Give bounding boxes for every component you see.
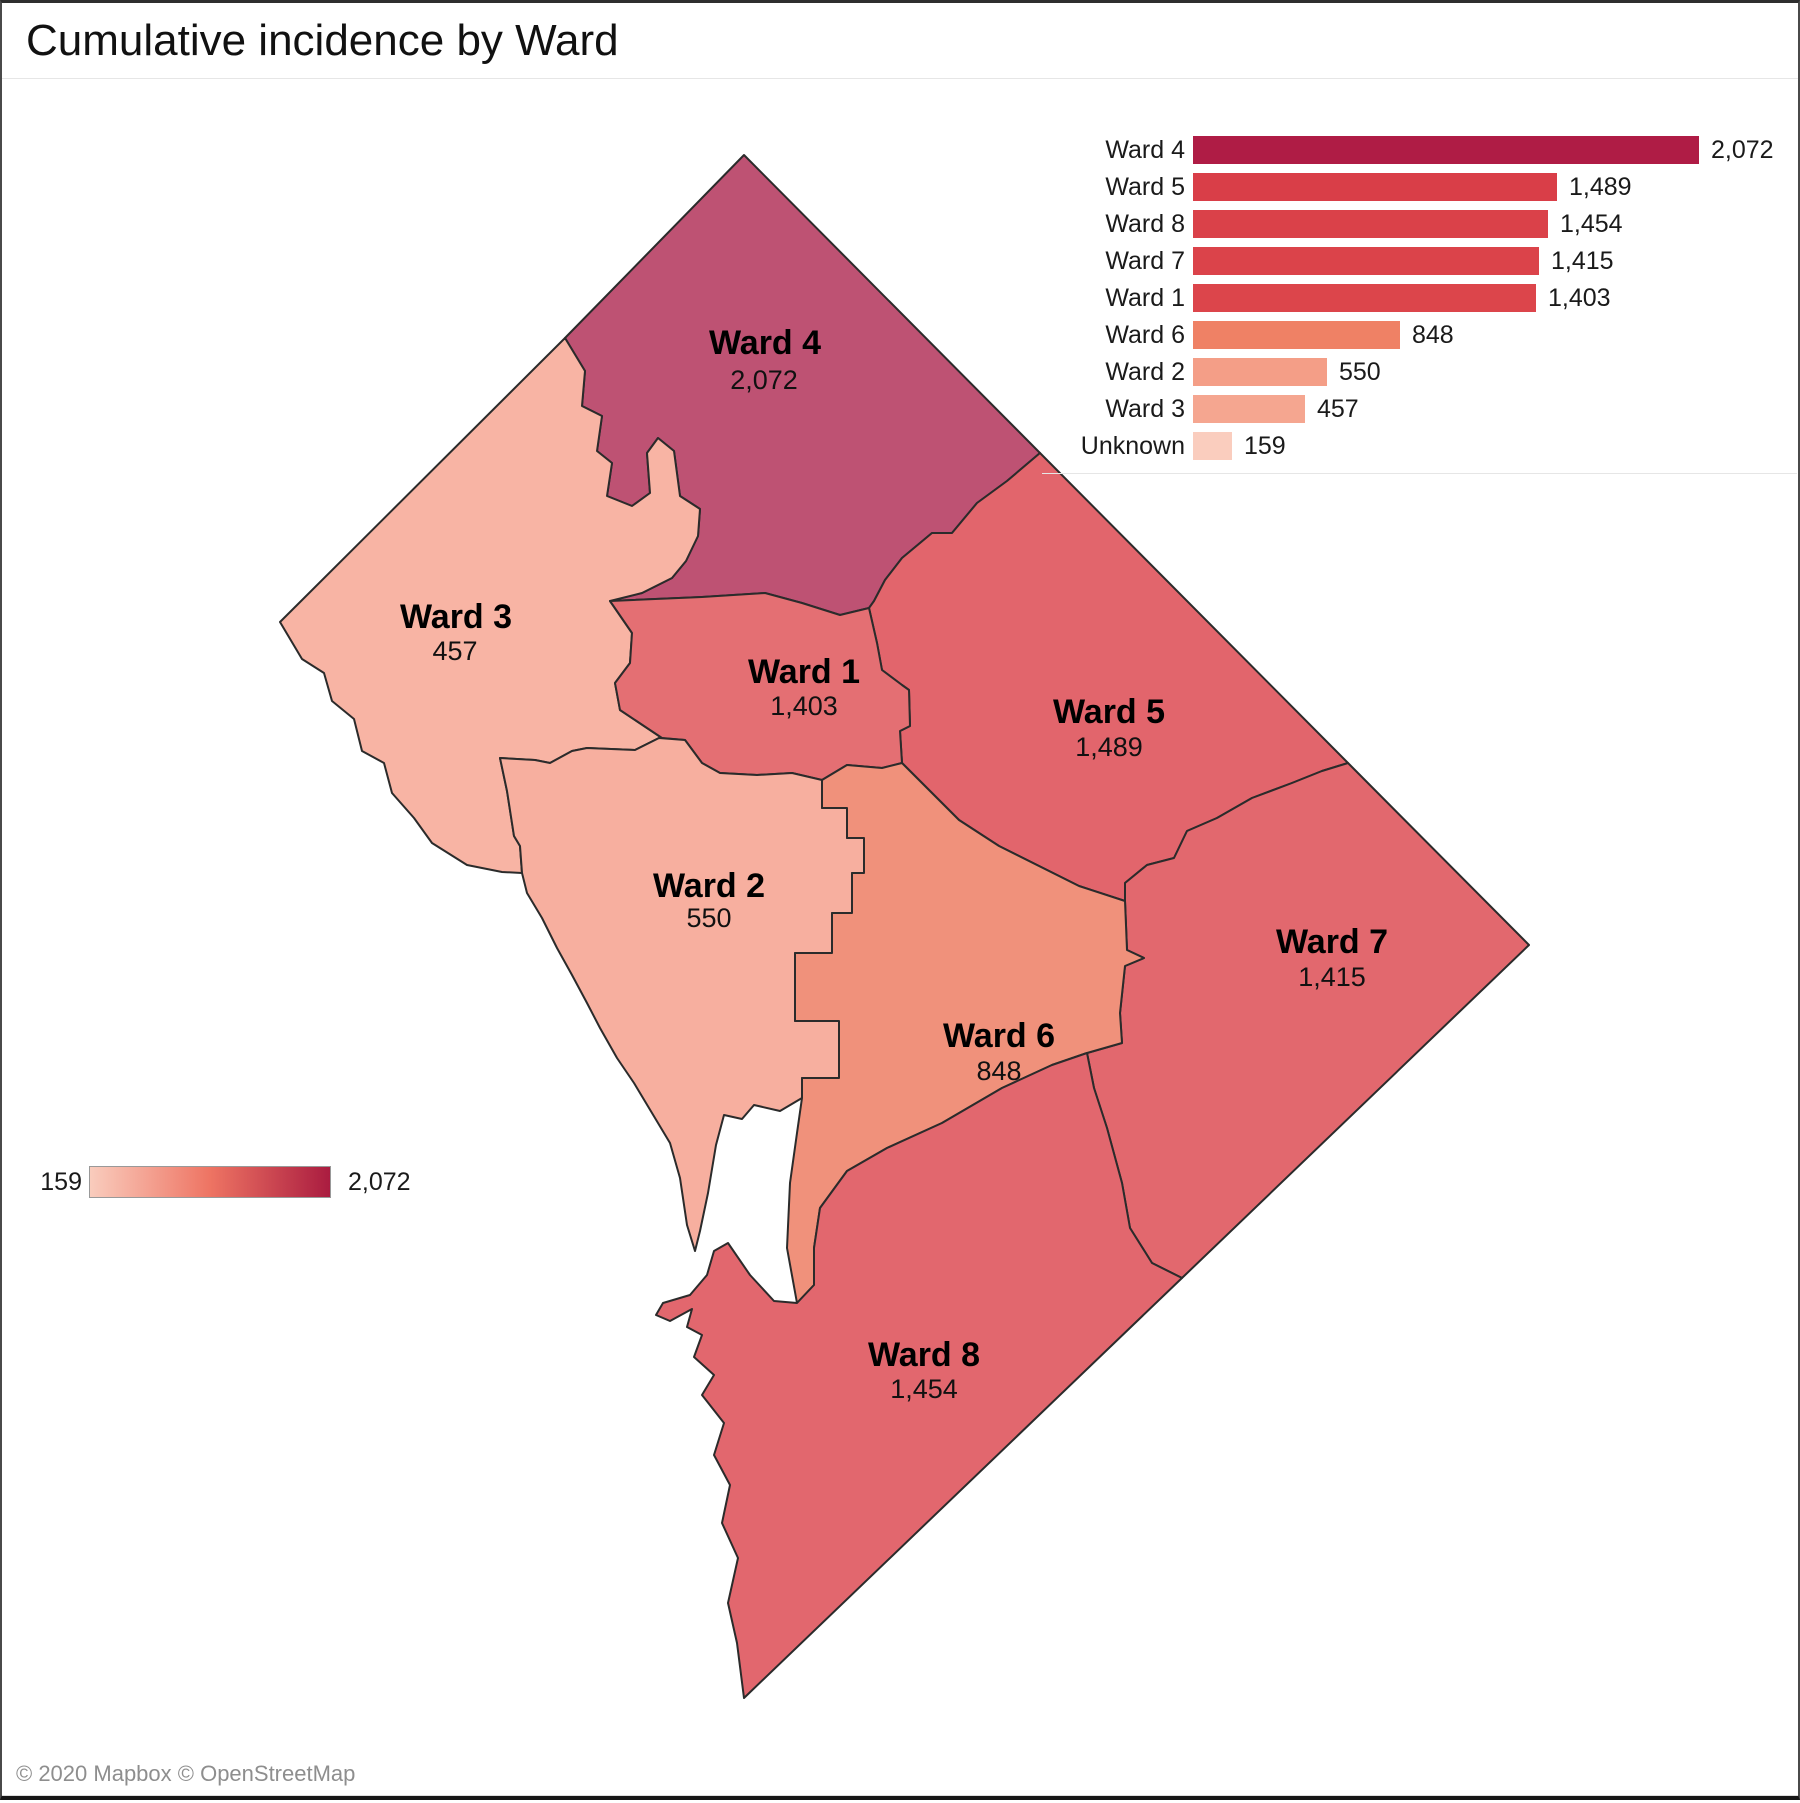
map-label-ward-5: Ward 5 <box>1053 693 1165 731</box>
map-label-ward-8: Ward 8 <box>868 1336 980 1374</box>
bar-ward-7[interactable] <box>1193 247 1539 275</box>
bar-value-ward-5: 1,489 <box>1569 173 1632 201</box>
bar-row-ward-5: Ward 5 1,489 <box>2 173 1800 201</box>
map-value-ward-5: 1,489 <box>1075 732 1143 762</box>
map-value-ward-2: 550 <box>686 903 731 933</box>
map-label-ward-4: Ward 4 <box>709 324 821 362</box>
bar-row-ward-4: Ward 4 2,072 <box>2 136 1800 164</box>
bar-label-ward-2: Ward 2 <box>1105 358 1185 386</box>
bar-ward-6[interactable] <box>1193 321 1400 349</box>
bar-label-ward-1: Ward 1 <box>1105 284 1185 312</box>
bar-row-unknown: Unknown 159 <box>2 432 1800 460</box>
bar-label-ward-7: Ward 7 <box>1105 247 1185 275</box>
map-label-ward-7: Ward 7 <box>1276 923 1388 961</box>
bottom-divider <box>2 1795 1798 1796</box>
bar-row-ward-2: Ward 2 550 <box>2 358 1800 386</box>
map-label-ward-2: Ward 2 <box>653 867 765 905</box>
map-value-ward-3: 457 <box>432 636 477 666</box>
bar-ward-1[interactable] <box>1193 284 1536 312</box>
bar-value-unknown: 159 <box>1244 432 1286 460</box>
choropleth-map: Ward 4 2,072 Ward 3 457 Ward 1 1,403 War… <box>279 154 1530 1699</box>
bar-row-ward-7: Ward 7 1,415 <box>2 247 1800 275</box>
bar-label-ward-5: Ward 5 <box>1105 173 1185 201</box>
color-scale-gradient-bar <box>89 1166 331 1198</box>
bar-ward-5[interactable] <box>1193 173 1557 201</box>
bar-ward-8[interactable] <box>1193 210 1548 238</box>
map-value-ward-7: 1,415 <box>1298 962 1366 992</box>
color-scale-legend: 159 2,072 <box>2 1166 411 1198</box>
page-title: Cumulative incidence by Ward <box>26 16 619 65</box>
title-bar: Cumulative incidence by Ward <box>2 3 1798 79</box>
map-attribution-link[interactable]: © 2020 Mapbox © OpenStreetMap <box>16 1761 356 1786</box>
legend-baseline-divider <box>1042 473 1797 474</box>
bar-value-ward-8: 1,454 <box>1560 210 1623 238</box>
bar-row-ward-3: Ward 3 457 <box>2 395 1800 423</box>
bar-ward-2[interactable] <box>1193 358 1327 386</box>
bar-row-ward-8: Ward 8 1,454 <box>2 210 1800 238</box>
map-label-ward-3: Ward 3 <box>400 598 512 636</box>
bar-label-unknown: Unknown <box>1080 432 1185 460</box>
map-value-ward-6: 848 <box>976 1056 1021 1086</box>
bar-row-ward-1: Ward 1 1,403 <box>2 284 1800 312</box>
bar-row-ward-6: Ward 6 848 <box>2 321 1800 349</box>
bar-unknown[interactable] <box>1193 432 1232 460</box>
bar-label-ward-4: Ward 4 <box>1105 136 1185 164</box>
bar-label-ward-8: Ward 8 <box>1105 210 1185 238</box>
bar-value-ward-4: 2,072 <box>1711 136 1774 164</box>
map-region-ward-8[interactable] <box>655 1052 1183 1699</box>
bar-chart-legend: Ward 4 2,072 Ward 5 1,489 Ward 8 1,454 W… <box>2 136 1800 469</box>
bar-ward-4[interactable] <box>1193 136 1699 164</box>
bar-label-ward-6: Ward 6 <box>1105 321 1185 349</box>
bar-ward-3[interactable] <box>1193 395 1305 423</box>
bar-value-ward-3: 457 <box>1317 395 1359 423</box>
bar-value-ward-6: 848 <box>1412 321 1454 349</box>
map-value-ward-4: 2,072 <box>730 365 798 395</box>
color-scale-min-label: 159 <box>40 1167 82 1196</box>
bar-value-ward-1: 1,403 <box>1548 284 1611 312</box>
map-label-ward-1: Ward 1 <box>748 653 860 691</box>
map-value-ward-1: 1,403 <box>770 691 838 721</box>
map-label-ward-6: Ward 6 <box>943 1017 1055 1055</box>
bar-label-ward-3: Ward 3 <box>1105 395 1185 423</box>
bar-value-ward-2: 550 <box>1339 358 1381 386</box>
map-value-ward-8: 1,454 <box>890 1374 958 1404</box>
bar-value-ward-7: 1,415 <box>1551 247 1614 275</box>
color-scale-max-label: 2,072 <box>348 1167 411 1196</box>
